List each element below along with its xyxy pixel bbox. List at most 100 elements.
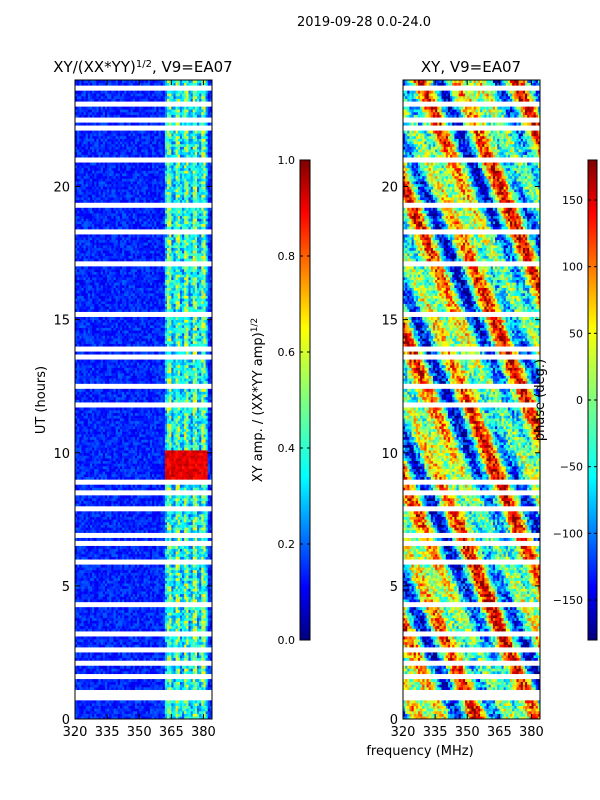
heatmap-cell — [154, 572, 157, 576]
heatmap-cell — [81, 671, 84, 675]
heatmap-cell — [141, 551, 144, 555]
heatmap-cell — [79, 628, 82, 632]
heatmap-cell — [85, 639, 89, 643]
heatmap-cell — [79, 468, 82, 472]
heatmap-cell — [87, 471, 91, 475]
heatmap-cell — [186, 575, 189, 579]
heatmap-cell — [197, 671, 200, 675]
heatmap-cell — [134, 628, 138, 632]
heatmap-cell — [124, 519, 127, 523]
heatmap-cell — [115, 617, 119, 621]
heatmap-cell — [184, 636, 187, 640]
heatmap-cell — [152, 564, 155, 568]
heatmap-cell — [75, 511, 78, 515]
heatmap-cell — [184, 641, 187, 645]
heatmap-cell — [194, 516, 198, 520]
heatmap-cell — [158, 529, 161, 533]
heatmap-cell — [139, 556, 142, 560]
heatmap-cell — [98, 527, 101, 531]
heatmap-cell — [119, 577, 123, 581]
heatmap-cell — [197, 593, 200, 597]
heatmap-cell — [177, 455, 181, 459]
heatmap-cell — [98, 529, 101, 533]
heatmap-cell — [149, 474, 153, 478]
heatmap-cell — [201, 519, 204, 523]
heatmap-cell — [190, 687, 194, 691]
heatmap-cell — [79, 679, 82, 683]
heatmap-cell — [79, 521, 82, 525]
heatmap-cell — [199, 455, 202, 459]
heatmap-cell — [109, 487, 112, 491]
heatmap-cell — [75, 580, 78, 584]
heatmap-cell — [126, 668, 129, 672]
heatmap-cell — [175, 471, 179, 475]
heatmap-cell — [89, 684, 93, 688]
heatmap-cell — [152, 519, 155, 523]
heatmap-cell — [205, 455, 209, 459]
heatmap-cell — [207, 444, 211, 448]
heatmap-cell — [154, 684, 157, 688]
heatmap-cell — [156, 687, 159, 691]
heatmap-cell — [111, 644, 114, 648]
heatmap-cell — [128, 450, 131, 454]
heatmap-cell — [89, 498, 93, 501]
heatmap-cell — [173, 591, 176, 595]
heatmap-cell — [139, 575, 142, 579]
heatmap-cell — [190, 452, 194, 456]
heatmap-cell — [188, 612, 191, 616]
heatmap-cell — [171, 460, 174, 464]
heatmap-cell — [177, 591, 181, 595]
heatmap-cell — [182, 468, 185, 472]
heatmap-cell — [111, 519, 114, 523]
heatmap-cell — [207, 655, 211, 659]
heatmap-cell — [139, 442, 142, 446]
heatmap-cell — [141, 567, 144, 571]
heatmap-cell — [158, 577, 161, 581]
heatmap-cell — [175, 575, 179, 579]
heatmap-cell — [113, 476, 116, 480]
heatmap-cell — [145, 644, 149, 648]
heatmap-cell — [124, 625, 127, 629]
heatmap-cell — [186, 495, 189, 499]
heatmap-cell — [117, 684, 121, 688]
heatmap-cell — [164, 607, 168, 611]
heatmap-cell — [89, 476, 93, 480]
heatmap-cell — [94, 442, 97, 446]
heatmap-cell — [96, 583, 99, 587]
heatmap-cell — [104, 588, 108, 592]
heatmap-cell — [167, 657, 170, 661]
heatmap-cell — [83, 468, 86, 472]
heatmap-cell — [201, 652, 204, 656]
heatmap-cell — [89, 703, 93, 706]
heatmap-cell — [115, 623, 119, 627]
heatmap-cell — [89, 577, 93, 581]
heatmap-cell — [201, 591, 204, 595]
heatmap-cell — [75, 703, 78, 706]
heatmap-cell — [117, 537, 121, 541]
heatmap-cell — [203, 703, 206, 706]
heatmap-cell — [182, 537, 185, 541]
heatmap-cell — [98, 463, 101, 467]
heatmap-cell — [113, 537, 116, 541]
heatmap-cell — [96, 529, 99, 533]
heatmap-cell — [85, 524, 89, 528]
heatmap-cell — [137, 641, 140, 645]
heatmap-cell — [205, 588, 209, 592]
heatmap-cell — [98, 687, 101, 691]
heatmap-cell — [156, 551, 159, 555]
heatmap-cell — [79, 484, 82, 488]
heatmap-cell — [164, 628, 168, 632]
heatmap-cell — [94, 580, 97, 584]
heatmap-cell — [122, 452, 125, 456]
heatmap-cell — [173, 452, 176, 456]
heatmap-cell — [192, 498, 196, 501]
heatmap-cell — [83, 495, 86, 499]
heatmap-cell — [162, 519, 166, 523]
heatmap-cell — [167, 607, 170, 611]
heatmap-cell — [143, 636, 146, 640]
heatmap-cell — [199, 577, 202, 581]
heatmap-cell — [177, 671, 181, 675]
heatmap-cell — [145, 575, 149, 579]
heatmap-cell — [124, 652, 127, 656]
heatmap-cell — [87, 665, 91, 669]
